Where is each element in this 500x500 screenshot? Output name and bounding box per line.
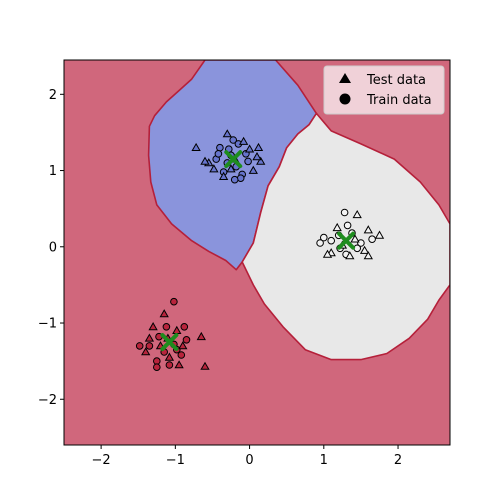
x-tick-label: 0 bbox=[245, 453, 253, 468]
train-point-red bbox=[162, 323, 171, 331]
train-point-red bbox=[165, 361, 174, 369]
test-point-red bbox=[159, 309, 169, 318]
test-point-blue bbox=[252, 151, 262, 161]
train-point-red bbox=[177, 351, 186, 359]
test-point-red bbox=[196, 331, 206, 341]
train-point-red bbox=[135, 342, 144, 350]
legend-triangle-marker bbox=[339, 73, 351, 83]
train-point-blue bbox=[230, 175, 239, 184]
white-class-region bbox=[241, 112, 450, 361]
test-point-red bbox=[200, 361, 210, 370]
test-point-blue bbox=[244, 144, 255, 153]
test-point-blue bbox=[200, 156, 210, 165]
legend-box bbox=[323, 65, 445, 115]
test-point-white bbox=[352, 209, 362, 219]
train-point-blue bbox=[244, 157, 252, 166]
train-point-red bbox=[145, 342, 154, 350]
legend: Test data Train data bbox=[323, 65, 445, 115]
y-tick-label: 2 bbox=[49, 88, 57, 103]
train-point-blue bbox=[229, 136, 237, 144]
train-point-white bbox=[340, 208, 349, 217]
x-axis: −2 −1 0 1 2 bbox=[92, 445, 402, 468]
test-point-white bbox=[374, 230, 385, 239]
centroid-stroke bbox=[160, 333, 179, 352]
train-point-white bbox=[320, 233, 328, 242]
centroid-stroke bbox=[224, 150, 243, 169]
legend-label-test: Test data bbox=[366, 73, 426, 88]
test-point-blue bbox=[248, 165, 258, 174]
data-points bbox=[135, 129, 385, 372]
legend-circle-marker bbox=[339, 93, 351, 105]
test-point-red bbox=[141, 347, 151, 356]
train-point-blue bbox=[216, 143, 224, 152]
y-axis: −2 −1 0 1 2 bbox=[38, 88, 64, 408]
centroid-markers bbox=[160, 150, 356, 352]
test-point-white bbox=[363, 225, 373, 234]
test-point-blue bbox=[191, 142, 201, 151]
y-tick-label: 0 bbox=[49, 240, 57, 255]
test-point-blue bbox=[238, 136, 249, 145]
centroid-stroke bbox=[337, 231, 356, 250]
train-point-white bbox=[343, 221, 352, 230]
centroid-x-marker bbox=[160, 333, 179, 352]
test-point-white bbox=[345, 251, 355, 260]
test-point-white bbox=[322, 249, 333, 258]
train-point-red bbox=[180, 323, 189, 331]
centroid-x-marker bbox=[224, 150, 243, 169]
y-tick-label: 1 bbox=[49, 164, 57, 179]
x-tick-label: 1 bbox=[320, 453, 328, 468]
legend-label-train: Train data bbox=[366, 93, 432, 108]
test-point-white bbox=[359, 245, 370, 254]
test-point-white bbox=[332, 222, 342, 232]
y-tick-label: −1 bbox=[38, 317, 57, 332]
train-point-white bbox=[357, 239, 365, 247]
test-point-red bbox=[178, 341, 188, 350]
y-tick-label: −2 bbox=[38, 393, 57, 408]
train-point-white bbox=[316, 239, 324, 247]
test-point-blue bbox=[218, 171, 229, 180]
test-point-red bbox=[174, 360, 184, 369]
test-point-blue bbox=[253, 142, 264, 151]
test-point-blue bbox=[226, 164, 236, 173]
train-point-blue bbox=[214, 150, 223, 158]
plot-frame bbox=[63, 59, 451, 446]
test-point-blue bbox=[256, 156, 266, 165]
test-point-red bbox=[164, 352, 175, 361]
test-point-red bbox=[148, 321, 158, 331]
train-point-red bbox=[153, 363, 161, 372]
test-point-red bbox=[144, 333, 155, 342]
test-point-blue bbox=[209, 164, 219, 173]
test-point-white bbox=[363, 251, 373, 260]
test-point-white bbox=[350, 234, 360, 243]
centroid-x-marker bbox=[337, 231, 356, 250]
train-point-white bbox=[327, 236, 336, 245]
plot-area bbox=[64, 60, 450, 445]
x-tick-label: −1 bbox=[166, 453, 185, 468]
test-point-blue bbox=[222, 129, 232, 138]
x-tick-label: −2 bbox=[92, 453, 111, 468]
train-point-red bbox=[182, 336, 191, 344]
train-point-red bbox=[170, 297, 178, 306]
train-point-white bbox=[368, 235, 376, 243]
x-tick-label: 2 bbox=[394, 453, 402, 468]
